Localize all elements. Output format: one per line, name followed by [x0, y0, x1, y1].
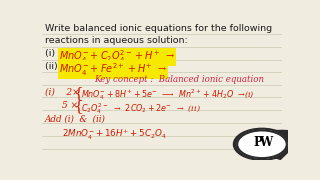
Text: (i): (i): [45, 49, 58, 58]
Text: (i)    2×: (i) 2×: [45, 87, 80, 96]
Text: Write balanced ionic equations for the following: Write balanced ionic equations for the f…: [45, 24, 272, 33]
Text: reactions in aqueous solution:: reactions in aqueous solution:: [45, 36, 188, 45]
Circle shape: [234, 128, 291, 160]
Text: (ii): (ii): [45, 62, 61, 71]
Text: $MnO_4^{-}+C_2O_4^{2-}+H^{+}$  →: $MnO_4^{-}+C_2O_4^{2-}+H^{+}$ →: [59, 49, 175, 65]
Text: W: W: [260, 136, 273, 149]
Text: Key concept :  Balanced ionic equation: Key concept : Balanced ionic equation: [95, 75, 265, 84]
Text: P: P: [253, 136, 262, 149]
Text: {: {: [74, 99, 83, 113]
Wedge shape: [233, 130, 308, 160]
Text: $C_2O_4^{2-}$  →  $2CO_2+2e^{-}$  →  (ii): $C_2O_4^{2-}$ → $2CO_2+2e^{-}$ → (ii): [81, 101, 201, 116]
Circle shape: [237, 130, 287, 158]
Text: $MnO_4^{-}+Fe^{2+}+H^{+}$  →: $MnO_4^{-}+Fe^{2+}+H^{+}$ →: [59, 61, 167, 78]
Text: Add (i)  &  (ii): Add (i) & (ii): [45, 114, 106, 123]
Text: $MnO_4^{-}+8H^{+}+5e^{-}$  ⟶  $Mn^{2+}+4H_2O$  →(i): $MnO_4^{-}+8H^{+}+5e^{-}$ ⟶ $Mn^{2+}+4H_…: [81, 87, 254, 102]
Text: 5 ×: 5 ×: [62, 101, 78, 110]
Text: $2MnO_4^{-}+16H^{+}+5C_2O_4$: $2MnO_4^{-}+16H^{+}+5C_2O_4$: [62, 128, 167, 142]
Text: {: {: [74, 86, 83, 100]
